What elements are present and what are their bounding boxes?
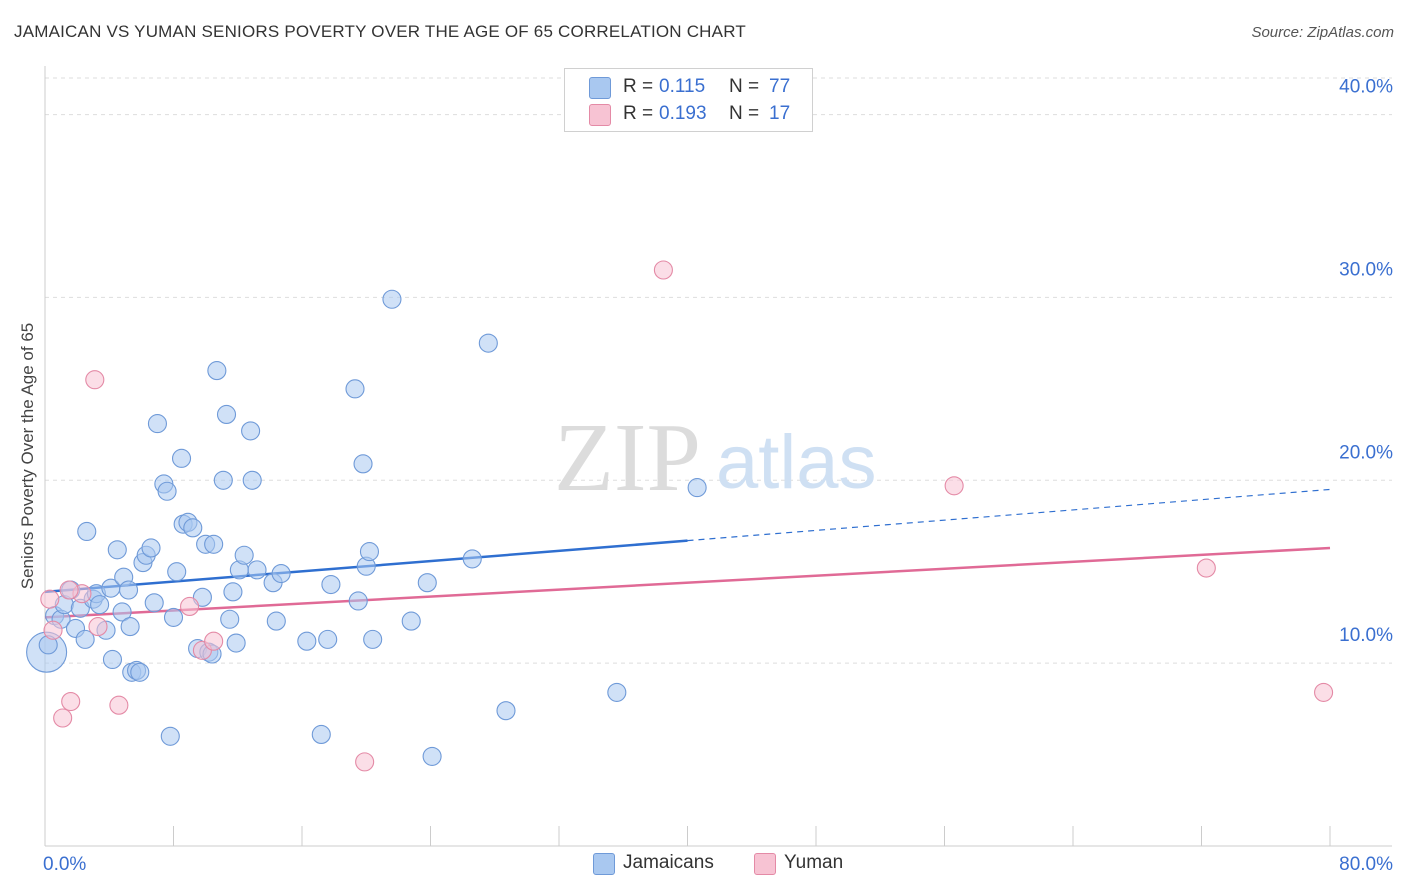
point-yuman: [40, 589, 60, 609]
point-jamaicans: [107, 540, 127, 560]
legend-n-value: 17: [769, 103, 791, 124]
point-jamaicans: [345, 379, 365, 399]
watermark: ZIP atlas: [554, 404, 877, 512]
point-yuman: [355, 752, 375, 772]
bottom-legend-label-yuman: Yuman: [784, 852, 844, 873]
point-jamaicans: [363, 629, 383, 649]
x-tick-label: 80.0%: [1339, 854, 1393, 875]
point-jamaicans: [496, 701, 516, 721]
point-jamaicans: [144, 593, 164, 613]
point-jamaicans: [102, 649, 123, 670]
point-yuman: [109, 695, 129, 715]
point-jamaicans: [183, 518, 203, 538]
point-yuman: [180, 596, 200, 617]
point-jamaicans: [77, 521, 97, 542]
point-jamaicans: [204, 534, 224, 554]
data-points: [26, 260, 1334, 772]
point-yuman: [88, 617, 108, 637]
point-jamaicans: [130, 662, 150, 682]
point-yuman: [61, 691, 81, 712]
point-jamaicans: [90, 595, 110, 615]
point-jamaicans: [223, 582, 243, 602]
y-tick-label: 10.0%: [1339, 625, 1393, 646]
point-yuman: [204, 631, 224, 651]
point-jamaicans: [120, 617, 140, 637]
legend-r-value: 0.115: [659, 76, 706, 97]
y-axis-label: Seniors Poverty Over the Age of 65: [18, 323, 37, 589]
point-jamaicans: [318, 629, 338, 649]
point-jamaicans: [75, 629, 95, 649]
trend-line-dashed-jamaicans: [687, 488, 1331, 542]
point-jamaicans: [462, 549, 482, 569]
point-jamaicans: [297, 631, 317, 651]
point-jamaicans: [271, 563, 291, 584]
point-jamaicans: [141, 538, 161, 558]
point-jamaicans: [118, 580, 139, 600]
bottom-legend-swatch-jamaicans: [593, 853, 615, 875]
point-jamaicans: [417, 573, 437, 593]
point-jamaicans: [266, 611, 286, 631]
point-yuman: [53, 708, 73, 728]
chart-title: JAMAICAN VS YUMAN SENIORS POVERTY OVER T…: [14, 22, 746, 41]
stats-legend: R = 0.115 N = 77 R = 0.193 N = 17: [564, 68, 813, 132]
point-jamaicans: [163, 607, 184, 627]
bottom-legend-label-jamaicans: Jamaicans: [623, 852, 714, 873]
point-yuman: [1314, 682, 1334, 702]
point-jamaicans: [171, 448, 192, 468]
point-jamaicans: [687, 478, 707, 498]
y-tick-label: 40.0%: [1339, 77, 1393, 98]
point-jamaicans: [353, 454, 373, 474]
point-jamaicans: [348, 591, 368, 611]
legend-n-value: 77: [769, 76, 791, 97]
point-yuman: [944, 476, 964, 496]
point-jamaicans: [234, 545, 254, 565]
watermark-atlas: atlas: [716, 420, 877, 505]
point-jamaicans: [321, 574, 341, 595]
point-jamaicans: [147, 414, 167, 434]
point-jamaicans: [359, 542, 380, 562]
point-jamaicans: [241, 421, 261, 441]
point-yuman: [43, 620, 63, 640]
point-jamaicans: [422, 746, 442, 766]
point-jamaicans: [220, 609, 240, 629]
y-tick-label: 30.0%: [1339, 259, 1393, 280]
point-jamaicans: [192, 587, 212, 607]
point-jamaicans: [207, 361, 227, 381]
point-yuman: [59, 580, 79, 600]
point-jamaicans: [167, 562, 187, 582]
point-jamaicans: [213, 470, 233, 490]
point-jamaicans: [607, 682, 627, 702]
point-jamaicans: [311, 724, 331, 745]
legend-n-label: N =: [729, 103, 760, 124]
legend-r-label: R =: [623, 103, 654, 124]
point-yuman: [85, 370, 105, 390]
point-jamaicans: [478, 333, 498, 353]
legend-r-label: R =: [623, 76, 654, 97]
source-label: Source: ZipAtlas.com: [1251, 24, 1394, 41]
point-jamaicans: [157, 481, 177, 501]
axes: [44, 66, 1392, 847]
watermark-zip: ZIP: [554, 404, 701, 512]
legend-swatch-jamaicans: [589, 77, 611, 99]
point-jamaicans: [112, 602, 132, 622]
legend-swatch-yuman: [589, 104, 611, 126]
point-jamaicans: [216, 404, 237, 425]
point-yuman: [1196, 558, 1216, 578]
bottom-legend-swatch-yuman: [754, 853, 776, 875]
point-jamaicans: [382, 289, 402, 309]
point-jamaicans: [242, 470, 262, 490]
point-jamaicans: [247, 560, 267, 580]
x-tick-label: 0.0%: [43, 854, 86, 875]
legend-n-label: N =: [729, 76, 760, 97]
point-jamaicans: [160, 726, 180, 746]
point-jamaicans: [401, 611, 421, 631]
y-tick-label: 20.0%: [1339, 442, 1393, 463]
legend-r-value: 0.193: [659, 103, 707, 124]
tick-labels: 10.0% 20.0% 30.0% 40.0% 0.0% 80.0%: [43, 77, 1393, 875]
trend-line-yuman: [44, 546, 1331, 619]
point-jamaicans: [226, 633, 246, 653]
point-yuman: [653, 260, 673, 280]
